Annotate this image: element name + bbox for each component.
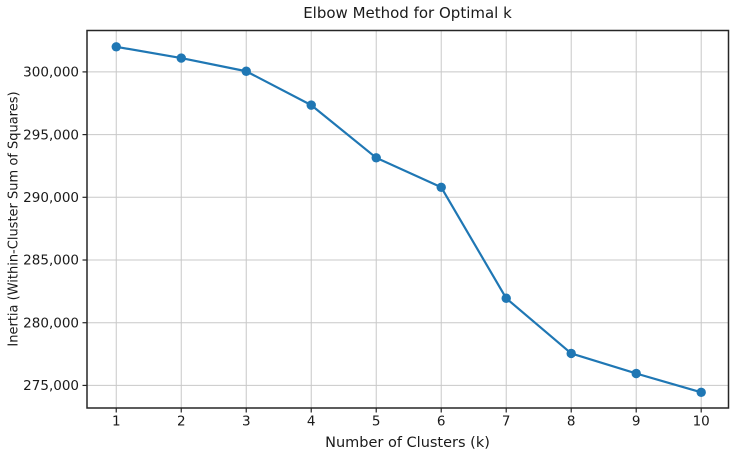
y-tick-label: 290,000 (23, 190, 79, 206)
data-point (371, 153, 381, 163)
data-point (436, 182, 446, 192)
data-point (631, 368, 641, 379)
x-tick-label: 3 (242, 414, 251, 430)
data-point (566, 348, 576, 359)
x-axis-label: Number of Clusters (k) (325, 435, 490, 451)
y-tick-label: 275,000 (23, 378, 79, 394)
data-point (696, 387, 706, 398)
y-tick-label: 300,000 (23, 65, 79, 81)
data-point (111, 42, 121, 52)
x-tick-label: 6 (437, 414, 446, 430)
chart-title: Elbow Method for Optimal k (303, 4, 512, 22)
data-line (115, 45, 703, 394)
x-tick-label: 8 (567, 414, 576, 430)
plot-border (86, 29, 730, 409)
x-tick-label: 7 (502, 414, 511, 430)
x-tick-label: 4 (307, 414, 316, 430)
data-point (241, 66, 251, 76)
x-tick-label: 2 (177, 414, 186, 430)
x-tick-label: 10 (693, 414, 710, 430)
data-point (501, 293, 511, 303)
data-point (176, 53, 186, 63)
y-tick-label: 280,000 (23, 315, 79, 331)
x-tick-label: 1 (112, 414, 121, 430)
data-point (306, 100, 316, 110)
y-tick-label: 295,000 (23, 127, 79, 143)
y-tick-label: 285,000 (23, 253, 79, 269)
x-tick-label: 5 (372, 414, 381, 430)
x-tick-label: 9 (632, 414, 641, 430)
